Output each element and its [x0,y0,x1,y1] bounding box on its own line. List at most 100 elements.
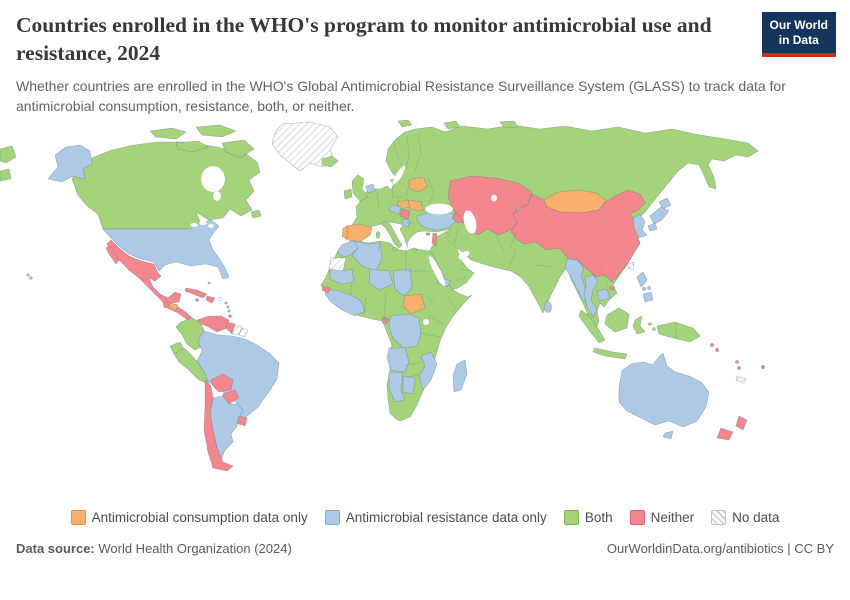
region-croatia-bosnia[interactable] [388,204,402,215]
region-japan-honshu[interactable] [649,206,670,224]
region-sardinia[interactable] [375,230,381,239]
region-hainan[interactable] [609,285,615,290]
region-trinidad[interactable] [228,313,232,318]
region-chukotka[interactable] [0,168,12,181]
region-indonesia-moluccas[interactable] [648,321,652,326]
region-canadian-arctic[interactable] [175,140,209,152]
region-philippines-visayas[interactable] [647,285,651,290]
region-alaska[interactable] [47,144,93,182]
legend-item-consumption[interactable]: Antimicrobial consumption data only [70,509,308,525]
region-sicily[interactable] [392,246,398,251]
region-solomon-islands[interactable] [715,347,719,352]
region-vanuatu[interactable] [735,359,739,364]
region-honduras[interactable] [168,302,179,310]
region-cyprus[interactable] [425,232,431,236]
region-lesser-antilles[interactable] [227,309,231,313]
legend-item-resistance[interactable]: Antimicrobial resistance data only [324,509,547,525]
region-mexico[interactable] [106,239,182,303]
region-philippines-mindanao[interactable] [642,291,654,302]
region-south-sudan[interactable] [402,293,426,314]
region-korea[interactable] [632,213,648,238]
region-new-zealand-north[interactable] [735,415,748,430]
region-thailand[interactable] [583,274,599,317]
region-equatorial-guinea[interactable] [381,316,390,324]
region-guinea-bissau[interactable] [321,285,331,293]
region-crete[interactable] [412,248,418,251]
region-lesser-antilles[interactable] [224,301,228,305]
region-philippines-luzon[interactable] [636,271,648,287]
region-philippines-visayas[interactable] [642,286,646,291]
region-hispaniola[interactable] [205,295,216,303]
region-canada[interactable] [71,141,261,229]
region-russian-arctic[interactable] [443,120,461,129]
region-cambodia[interactable] [596,288,611,301]
region-taiwan[interactable] [627,261,635,270]
region-iceland[interactable] [321,155,339,167]
region-united-kingdom[interactable] [351,174,369,201]
region-hawaii[interactable] [29,276,33,280]
region-japan-hokkaido[interactable] [658,197,672,209]
region-bahamas[interactable] [207,281,211,285]
region-dr-congo[interactable] [388,313,422,348]
region-canadian-arctic[interactable] [149,127,187,139]
region-united-states[interactable] [102,219,230,279]
region-portugal[interactable] [341,226,349,240]
region-madagascar[interactable] [452,359,468,392]
region-albania-north-macedonia[interactable] [401,218,411,227]
region-mauritania[interactable] [329,268,355,284]
region-vanuatu[interactable] [737,365,741,370]
region-indonesia-sulawesi[interactable] [632,315,646,334]
region-solomon-islands[interactable] [710,342,714,347]
region-indonesia-borneo[interactable] [604,307,630,332]
region-italy[interactable] [380,220,403,248]
region-fiji[interactable] [760,364,766,369]
region-angola[interactable] [386,347,410,372]
attribution-link[interactable]: OurWorldinData.org/antibiotics | CC BY [606,540,834,556]
region-lebanon-israel[interactable] [431,232,438,246]
region-mozambique[interactable] [418,351,438,390]
region-morocco[interactable] [336,239,361,257]
region-ireland[interactable] [343,188,353,199]
legend-item-neither[interactable]: Neither [629,509,694,525]
legend-item-both[interactable]: Both [563,509,613,525]
region-indonesia-sumatra[interactable] [578,309,606,343]
region-australia[interactable] [618,352,710,427]
region-tasmania[interactable] [662,430,674,439]
region-indonesia-moluccas[interactable] [652,326,656,331]
region-chad[interactable] [392,268,413,296]
region-romania[interactable] [407,199,424,211]
region-lesser-antilles[interactable] [226,305,230,309]
region-russian-arctic[interactable] [499,120,519,128]
region-namibia[interactable] [388,371,406,402]
region-hawaii[interactable] [26,273,30,277]
region-chukotka[interactable] [0,145,17,163]
region-belarus[interactable] [408,176,429,192]
region-canadian-arctic[interactable] [195,124,237,137]
region-chile[interactable] [203,379,234,471]
region-new-zealand-south[interactable] [716,427,734,440]
region-greenland[interactable] [271,121,339,171]
region-new-caledonia[interactable] [735,375,747,383]
region-svalbard[interactable] [397,119,413,127]
region-bolivia[interactable] [210,373,234,392]
region-french-guiana[interactable] [238,327,249,337]
region-new-guinea[interactable] [656,321,701,342]
region-netherlands[interactable] [365,183,376,193]
region-serbia[interactable] [399,208,411,219]
legend-item-nodata[interactable]: No data [711,509,779,525]
region-botswana[interactable] [402,375,416,394]
region-sri-lanka[interactable] [544,300,552,313]
region-mexico-baja[interactable] [105,245,120,264]
owid-logo[interactable]: Our World in Data [761,12,836,57]
region-japan-kyushu[interactable] [647,222,658,231]
region-cuba[interactable] [184,287,208,298]
region-west-african-coast[interactable] [324,288,366,316]
region-indonesia-java[interactable] [592,347,628,359]
region-canadian-arctic[interactable] [221,139,255,158]
region-niger[interactable] [368,268,394,290]
region-uruguay[interactable] [236,415,248,426]
region-newfoundland[interactable] [250,209,262,218]
region-jamaica[interactable] [195,297,199,302]
region-peru[interactable] [173,347,210,384]
region-puerto-rico[interactable] [218,296,222,301]
